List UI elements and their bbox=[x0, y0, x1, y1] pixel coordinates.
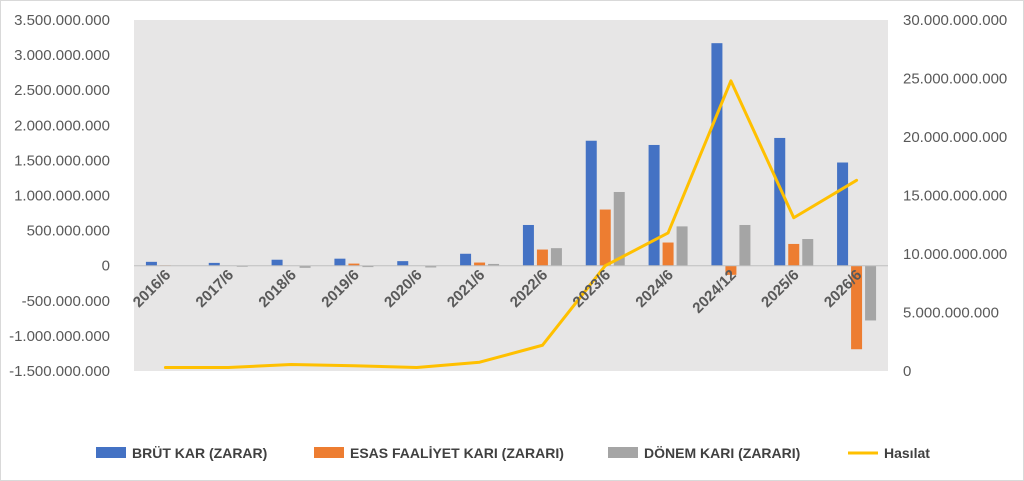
right-axis: 30.000.000.000 25.000.000.000 20.000.000.0… bbox=[903, 12, 1007, 380]
left-tick-label: 500.000.000 bbox=[27, 223, 110, 240]
legend-swatch-3 bbox=[608, 447, 638, 458]
left-tick-label: -1.500.000.000 bbox=[9, 363, 110, 380]
bar-2-2026-6 bbox=[851, 265, 863, 350]
bar-1-2018-6 bbox=[271, 259, 283, 266]
left-tick-label: 2.000.000.000 bbox=[14, 117, 110, 134]
right-tick-label: 20.000.000.000 bbox=[903, 129, 1007, 146]
line-layer bbox=[163, 79, 859, 369]
right-tick-label: 0 bbox=[903, 363, 911, 380]
left-tick-label: 3.000.000.000 bbox=[14, 47, 110, 64]
left-tick-label: 0 bbox=[102, 258, 110, 275]
bar-2-2019-6 bbox=[348, 263, 360, 266]
bar-1-2016-6 bbox=[145, 261, 157, 266]
bar-1-2021-6 bbox=[460, 253, 472, 266]
legend-label-3: DÖNEM KARI (ZARARI) bbox=[644, 445, 800, 461]
left-axis: 3.500.000.000 3.000.000.000 2.500.000.000 2… bbox=[9, 12, 110, 380]
plot-area bbox=[134, 20, 888, 371]
bar-1-2019-6 bbox=[334, 258, 346, 266]
bar-1-2022-6 bbox=[522, 224, 534, 266]
legend-swatch-2 bbox=[314, 447, 344, 458]
bar-3-2026-6 bbox=[865, 265, 877, 321]
bar-3-2025-6 bbox=[802, 239, 814, 266]
legend-label-2: ESAS FAALİYET KARI (ZARARI) bbox=[350, 445, 564, 461]
bar-3-2024-12 bbox=[739, 224, 751, 266]
bar-3-2023-6 bbox=[613, 191, 625, 266]
left-tick-label: -500.000.000 bbox=[22, 293, 110, 310]
bar-1-2024-6 bbox=[648, 144, 660, 266]
bar-2-2024-12 bbox=[725, 265, 737, 275]
bar-3-2017-6 bbox=[236, 265, 248, 267]
bar-3-2021-6 bbox=[488, 263, 500, 266]
bar-1-2026-6 bbox=[837, 162, 849, 266]
series-line-hasilat bbox=[163, 79, 859, 369]
right-tick-label: 25.000.000.000 bbox=[903, 71, 1007, 88]
bar-3-2024-6 bbox=[676, 226, 688, 266]
bar-3-2018-6 bbox=[299, 265, 311, 268]
bar-1-2025-6 bbox=[774, 137, 786, 266]
bar-3-2022-6 bbox=[550, 248, 562, 266]
bar-2-2023-6 bbox=[599, 209, 611, 266]
bar-1-2020-6 bbox=[397, 261, 409, 266]
bars-layer bbox=[145, 43, 877, 350]
right-tick-label: 15.000.000.000 bbox=[903, 188, 1007, 205]
bar-2-2024-6 bbox=[662, 242, 674, 266]
left-tick-label: 1.000.000.000 bbox=[14, 188, 110, 205]
left-tick-label: 2.500.000.000 bbox=[14, 82, 110, 99]
left-tick-label: -1.000.000.000 bbox=[9, 328, 110, 345]
bar-1-2017-6 bbox=[208, 262, 220, 266]
legend-swatch-1 bbox=[96, 447, 126, 458]
legend-label-1: BRÜT KAR (ZARAR) bbox=[132, 445, 267, 461]
legend-label-4: Hasılat bbox=[884, 445, 930, 461]
bar-3-2020-6 bbox=[425, 265, 437, 268]
right-tick-label: 30.000.000.000 bbox=[903, 12, 1007, 29]
bar-1-2023-6 bbox=[585, 140, 597, 266]
left-tick-label: 1.500.000.000 bbox=[14, 152, 110, 169]
bar-2-2022-6 bbox=[536, 249, 548, 266]
bar-2-2021-6 bbox=[474, 262, 486, 266]
legend: BRÜT KAR (ZARAR) ESAS FAALİYET KARI (ZARA… bbox=[96, 445, 930, 461]
bar-1-2024-12 bbox=[711, 43, 723, 266]
right-tick-label: 5.000.000.000 bbox=[903, 305, 999, 322]
bar-2-2025-6 bbox=[788, 243, 800, 266]
right-tick-label: 10.000.000.000 bbox=[903, 246, 1007, 263]
bar-3-2019-6 bbox=[362, 265, 374, 268]
left-tick-label: 3.500.000.000 bbox=[14, 12, 110, 29]
